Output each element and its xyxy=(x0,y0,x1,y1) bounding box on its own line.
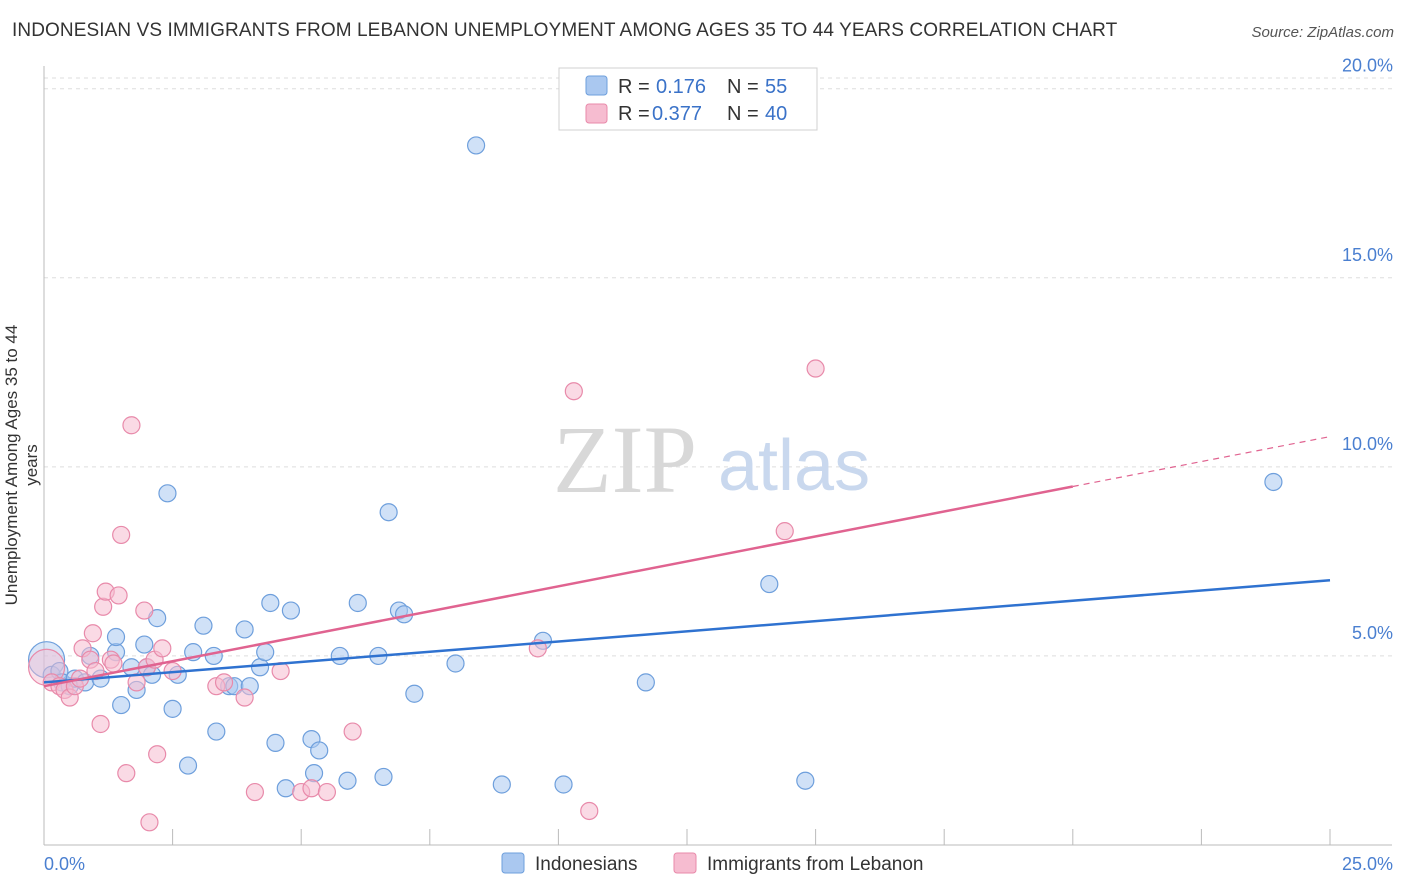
point-lebanon xyxy=(806,359,825,378)
trend-line-extension-lebanon xyxy=(1072,436,1331,488)
point-indonesian xyxy=(379,503,398,522)
x-tick-label-min: 0.0% xyxy=(44,854,85,874)
point-indonesian xyxy=(310,741,329,760)
point-lebanon xyxy=(245,782,265,802)
legend-r-value-2: 0.377 xyxy=(652,103,702,125)
point-lebanon xyxy=(148,745,167,764)
tick-labels: 5.0% 10.0% 15.0% 20.0% 0.0% 25.0% xyxy=(44,56,1393,874)
point-indonesian xyxy=(466,136,486,155)
legend-n-label-1: N = xyxy=(727,76,759,98)
y-tick-label: 5.0% xyxy=(1352,623,1393,643)
point-lebanon xyxy=(83,624,102,643)
point-indonesian xyxy=(330,646,349,666)
point-lebanon xyxy=(104,654,123,673)
point-lebanon xyxy=(235,688,254,707)
bottom-legend-swatch-lebanon xyxy=(673,852,697,874)
x-tick-label-max: 25.0% xyxy=(1342,854,1393,874)
y-tick-label: 15.0% xyxy=(1342,245,1393,265)
axes xyxy=(43,66,1392,846)
point-indonesian xyxy=(348,593,367,613)
point-indonesian xyxy=(163,699,182,718)
scatter-points xyxy=(27,136,1283,832)
point-indonesian xyxy=(636,673,655,692)
point-lebanon xyxy=(343,722,362,741)
chart-title: INDONESIAN VS IMMIGRANTS FROM LEBANON UN… xyxy=(12,20,1118,41)
point-indonesian xyxy=(256,643,275,662)
point-indonesian xyxy=(266,733,285,752)
point-indonesian xyxy=(261,593,280,613)
legend-swatch-indonesians xyxy=(585,75,608,96)
point-indonesian xyxy=(281,601,301,620)
point-lebanon xyxy=(117,764,136,783)
point-indonesian xyxy=(304,764,324,783)
legend-n-value-1: 55 xyxy=(765,76,787,98)
point-indonesian xyxy=(492,775,511,794)
point-lebanon xyxy=(302,779,321,798)
point-indonesian xyxy=(338,771,357,790)
point-indonesian xyxy=(112,695,131,715)
point-indonesian xyxy=(554,775,573,794)
point-indonesian xyxy=(204,646,223,666)
point-lebanon xyxy=(564,382,583,401)
point-lebanon xyxy=(580,801,599,821)
legend-r-label-1: R = xyxy=(618,76,650,98)
y-tick-label: 20.0% xyxy=(1342,56,1393,76)
bottom-legend: Indonesians Immigrants from Lebanon xyxy=(501,852,924,875)
point-lebanon xyxy=(94,597,113,616)
legend-n-label-2: N = xyxy=(727,103,759,125)
grid-lines xyxy=(44,77,1392,657)
point-indonesian xyxy=(405,684,424,703)
legend-swatch-lebanon xyxy=(585,103,608,124)
point-indonesian xyxy=(276,779,295,798)
point-lebanon xyxy=(109,586,128,605)
legend-r-value-1: 0.176 xyxy=(656,76,706,98)
watermark-atlas: atlas xyxy=(718,426,870,506)
point-indonesian xyxy=(250,658,270,677)
point-indonesian xyxy=(374,767,393,787)
point-indonesian xyxy=(207,722,226,741)
trend-line-indonesian xyxy=(43,579,1331,684)
point-lebanon xyxy=(122,416,141,435)
point-lebanon xyxy=(775,522,794,541)
point-lebanon xyxy=(112,525,131,545)
point-indonesian xyxy=(158,484,177,503)
point-indonesian xyxy=(796,771,815,790)
point-lebanon xyxy=(91,714,110,734)
point-indonesian xyxy=(760,574,779,594)
bottom-legend-lebanon: Immigrants from Lebanon xyxy=(707,854,924,875)
trend-lines xyxy=(43,436,1331,688)
point-indonesian xyxy=(446,654,465,673)
legend-n-value-2: 40 xyxy=(765,103,787,125)
point-indonesian xyxy=(135,635,154,654)
trend-line-lebanon xyxy=(43,485,1074,688)
legend: R = 0.176 N = 55 R = 0.377 N = 40 xyxy=(558,67,818,131)
point-lebanon xyxy=(135,601,154,620)
watermark: ZIP atlas xyxy=(553,406,870,513)
point-lebanon xyxy=(153,639,172,658)
point-indonesian xyxy=(1264,472,1283,492)
source-label: Source: ZipAtlas.com xyxy=(1251,24,1394,41)
watermark-zip: ZIP xyxy=(553,406,697,513)
point-indonesian xyxy=(194,616,213,635)
point-indonesian xyxy=(106,627,126,647)
bottom-legend-swatch-indonesians xyxy=(501,852,525,874)
point-lebanon xyxy=(317,782,337,802)
bottom-legend-indonesians: Indonesians xyxy=(535,854,637,875)
legend-r-label-2: R = xyxy=(618,103,650,125)
point-indonesian xyxy=(178,756,198,775)
point-indonesian xyxy=(235,620,254,639)
point-lebanon xyxy=(140,813,159,832)
y-tick-label: 10.0% xyxy=(1342,434,1393,454)
point-lebanon xyxy=(214,673,234,692)
